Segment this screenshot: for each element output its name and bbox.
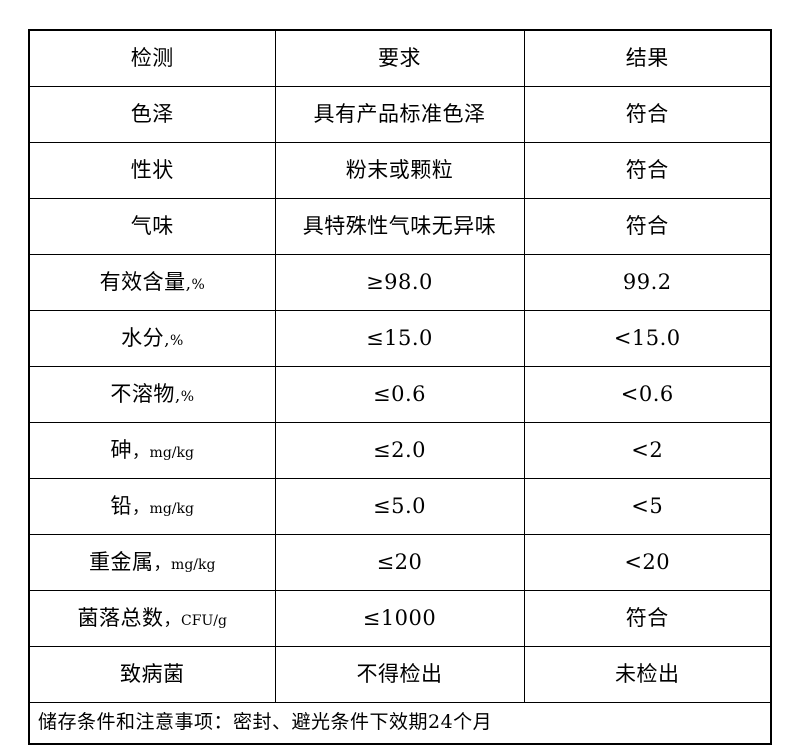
item-unit: mg/kg <box>149 501 194 518</box>
cell-requirement: ≤20 <box>274 534 525 591</box>
item-separator: , <box>185 274 192 295</box>
item-unit: mg/kg <box>149 445 194 462</box>
item-separator: ， <box>153 554 172 575</box>
item-name: 重金属 <box>89 550 154 575</box>
cell-result: <15.0 <box>523 310 772 367</box>
cell-result: <2 <box>523 422 772 479</box>
item-name: 菌落总数 <box>77 606 164 631</box>
cell-result: <5 <box>523 478 772 535</box>
cell-result: <0.6 <box>523 366 772 423</box>
cell-requirement: 粉末或颗粒 <box>274 142 525 199</box>
item-unit: % <box>191 277 205 294</box>
cell-requirement: 具特殊性气味无异味 <box>274 198 525 255</box>
column-header-result: 结果 <box>523 29 772 87</box>
cell-requirement: ≤0.6 <box>274 366 525 423</box>
cell-result: 符合 <box>523 198 772 255</box>
table-row: 色泽 具有产品标准色泽 符合 <box>28 86 772 143</box>
cell-requirement: ≤1000 <box>274 590 525 647</box>
cell-item: 铅，mg/kg <box>28 478 276 535</box>
table-row: 有效含量,% ≥98.0 99.2 <box>28 254 772 311</box>
table-row: 致病菌 不得检出 未检出 <box>28 646 772 703</box>
item-separator: ， <box>132 442 150 463</box>
cell-item: 砷，mg/kg <box>28 422 276 479</box>
table-row: 重金属，mg/kg ≤20 <20 <box>28 534 772 591</box>
specification-table: 检测 要求 结果 色泽 具有产品标准色泽 符合 性状 粉末或颗粒 符合 气味 具… <box>28 29 772 745</box>
table-footer-row: 储存条件和注意事项：密封、避光条件下效期24个月 <box>28 702 772 745</box>
column-header-requirement: 要求 <box>274 29 525 87</box>
cell-requirement: ≥98.0 <box>274 254 525 311</box>
storage-conditions-note: 储存条件和注意事项：密封、避光条件下效期24个月 <box>28 702 772 745</box>
item-name: 性状 <box>130 158 174 183</box>
cell-item: 致病菌 <box>28 646 276 703</box>
cell-result: 符合 <box>523 142 772 199</box>
cell-result: 符合 <box>523 590 772 647</box>
item-unit: mg/kg <box>171 557 216 574</box>
cell-result: <20 <box>523 534 772 591</box>
table-header-row: 检测 要求 结果 <box>28 29 772 87</box>
item-name: 水分 <box>121 326 165 351</box>
cell-result: 符合 <box>523 86 772 143</box>
table-row: 菌落总数，CFU/g ≤1000 符合 <box>28 590 772 647</box>
column-header-item: 检测 <box>28 29 276 87</box>
item-unit: CFU/g <box>181 613 227 630</box>
table-row: 水分,% ≤15.0 <15.0 <box>28 310 772 367</box>
cell-requirement: ≤15.0 <box>274 310 525 367</box>
item-name: 色泽 <box>130 102 174 127</box>
cell-requirement: 不得检出 <box>274 646 525 703</box>
table-row: 性状 粉末或颗粒 符合 <box>28 142 772 199</box>
cell-result: 未检出 <box>523 646 772 703</box>
cell-item: 色泽 <box>28 86 276 143</box>
item-unit: % <box>170 333 184 350</box>
item-separator: , <box>164 330 171 351</box>
cell-item: 不溶物,% <box>28 366 276 423</box>
cell-requirement: ≤5.0 <box>274 478 525 535</box>
table-row: 砷，mg/kg ≤2.0 <2 <box>28 422 772 479</box>
cell-item: 重金属，mg/kg <box>28 534 276 591</box>
table-row: 铅，mg/kg ≤5.0 <5 <box>28 478 772 535</box>
item-separator: ， <box>132 498 150 519</box>
cell-item: 水分,% <box>28 310 276 367</box>
item-name: 不溶物 <box>110 382 175 407</box>
item-unit: % <box>180 389 195 406</box>
item-name: 砷 <box>110 438 133 463</box>
cell-requirement: 具有产品标准色泽 <box>274 86 525 143</box>
item-name: 致病菌 <box>120 662 185 687</box>
table-row: 不溶物,% ≤0.6 <0.6 <box>28 366 772 423</box>
item-separator: ， <box>163 610 182 631</box>
item-separator: , <box>174 386 181 407</box>
cell-item: 气味 <box>28 198 276 255</box>
item-name: 气味 <box>130 214 174 239</box>
cell-item: 菌落总数，CFU/g <box>28 590 276 647</box>
table-row: 气味 具特殊性气味无异味 符合 <box>28 198 772 255</box>
table-body: 检测 要求 结果 色泽 具有产品标准色泽 符合 性状 粉末或颗粒 符合 气味 具… <box>28 29 772 745</box>
cell-item: 有效含量,% <box>28 254 276 311</box>
cell-requirement: ≤2.0 <box>274 422 525 479</box>
cell-result: 99.2 <box>523 254 772 311</box>
item-name: 有效含量 <box>99 270 186 295</box>
cell-item: 性状 <box>28 142 276 199</box>
item-name: 铅 <box>110 494 133 519</box>
